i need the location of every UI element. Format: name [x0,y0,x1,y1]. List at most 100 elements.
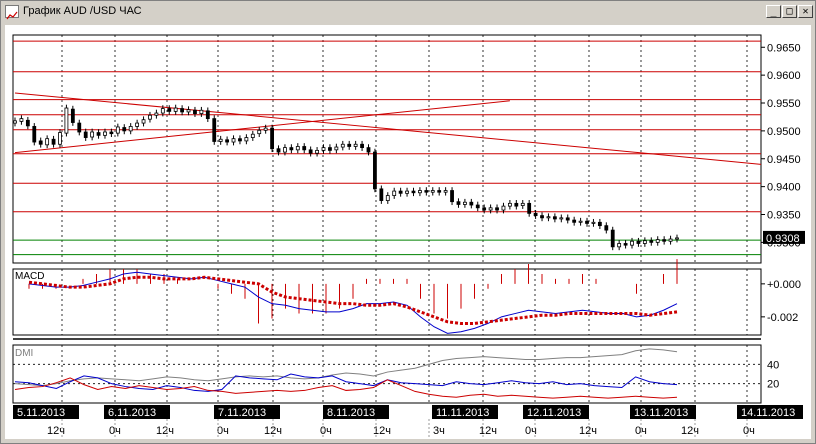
candle-body [424,190,429,193]
candle-body [244,137,249,142]
candle-body [289,147,294,151]
dmi-adx-line [14,348,678,387]
candle-body [443,190,448,193]
title-bar[interactable]: График AUD /USD ЧАС _ □ ✕ [2,2,814,21]
date-label: 11.11.2013 [436,407,489,419]
trend-line [14,100,510,154]
dmi-panel-frame [12,344,762,404]
hour-label: 12ч [156,425,174,437]
hour-label: 12ч [579,425,597,437]
dmi-minus-line [14,377,678,399]
candle-body [122,127,127,132]
current-price-marker [763,230,805,244]
candle-body [366,147,371,153]
chart-app-icon [5,5,19,20]
hour-label: 3ч [433,425,445,437]
candle-body [546,216,551,219]
candle-body [32,126,37,143]
maximize-button[interactable]: □ [782,5,797,18]
candle-body [160,108,165,114]
candle-body [456,201,461,205]
hour-label: 12ч [47,425,65,437]
macd-tick-label: +0.000 [767,279,801,291]
price-tick-label: 0.9500 [767,126,801,138]
candle-body [205,110,210,120]
macd-title: MACD [15,271,44,282]
candle-body [38,140,43,145]
candle-body [96,132,101,136]
candle-body [514,202,519,207]
hour-label: 12ч [373,425,391,437]
candle-body [437,190,442,193]
candle-body [527,202,532,214]
candle-body [418,190,422,194]
dmi-tick-label: 40 [767,359,779,371]
candle-body [302,146,307,151]
chart-svg[interactable]: 0.9650 0.9600 0.9550 0.9500 0.9450 0.9400 0.93… [5,25,811,439]
candle-body [559,217,564,220]
candle-body [597,221,602,227]
candle-body [45,138,50,146]
candle-body [250,133,255,138]
close-button[interactable]: ✕ [798,5,813,18]
candle-body [231,138,236,143]
candle-body [585,220,589,224]
candle-body [572,219,577,223]
date-label: 6.11.2013 [108,407,156,419]
price-tick-label: 0.9350 [767,210,801,222]
candle-body [475,204,480,209]
candle-body [373,151,377,190]
date-label-bg [104,405,170,419]
date-label: 7.11.2013 [218,407,266,419]
candle-body [385,195,390,201]
candle-body [154,112,159,116]
candle-body [19,118,24,122]
date-label: 8.11.2013 [327,407,375,419]
candle-body [199,109,204,115]
candle-body [405,190,409,194]
candle-body [135,122,140,127]
candle-body [225,139,229,143]
candle-body [340,143,345,148]
candle-body [58,132,62,145]
candle-body [257,129,262,135]
chart-canvas[interactable]: 0.9650 0.9600 0.9550 0.9500 0.9450 0.9400 0.93… [5,25,811,439]
candle-body [212,118,217,142]
date-label-bg [214,405,280,419]
candle-body [295,146,300,151]
date-label-bg [523,405,589,419]
candle-body [495,207,499,211]
candle-body [642,240,647,244]
candle-body [83,131,88,138]
candle-body [238,138,242,142]
date-label: 12.11.2013 [527,407,581,419]
candle-body [334,146,339,151]
candle-body [379,188,384,201]
candle-body [392,190,397,196]
price-panel-frame [12,34,762,264]
dmi-plus-line [14,373,678,392]
candle-body [109,131,114,135]
candle-body [270,127,274,150]
hour-label: 12ч [479,425,497,437]
candle-body [668,238,673,242]
candle-body [482,207,487,211]
candle-body [662,239,667,242]
candle-body [360,143,364,149]
candle-body [25,119,30,127]
candle-body [540,215,544,219]
hour-label: 0ч [525,425,537,437]
date-label-bg [432,405,498,419]
candle-body [180,108,185,113]
price-tick-label: 0.9400 [767,182,801,194]
candle-body [186,109,191,113]
candle-body [64,107,69,134]
candle-body [610,229,615,248]
candle-body [398,190,403,194]
minimize-button[interactable]: _ [766,5,781,18]
candle-body [276,148,281,153]
candle-body [90,131,95,138]
date-label: 13.11.2013 [634,407,688,419]
date-label-bg [630,405,696,419]
